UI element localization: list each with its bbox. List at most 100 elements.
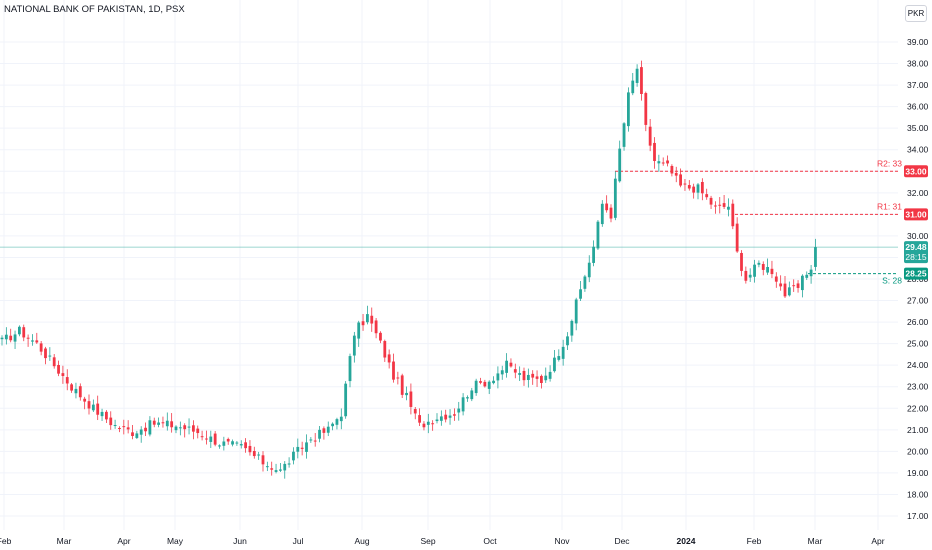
candle <box>13 330 17 350</box>
candle-body <box>814 247 817 267</box>
candle-body <box>187 426 191 428</box>
candle-body <box>235 442 239 444</box>
candle-body <box>487 381 491 389</box>
candle-body <box>366 314 369 323</box>
candle-body <box>87 401 91 409</box>
x-tick-label: Apr <box>117 536 130 546</box>
candle-body <box>714 205 717 207</box>
candle-body <box>361 321 365 326</box>
candle <box>553 350 556 373</box>
candle-body <box>426 421 430 425</box>
candle <box>540 374 543 389</box>
level-price-tag-text: 31.00 <box>905 209 927 219</box>
candle-body <box>627 92 630 127</box>
candle <box>344 381 348 419</box>
candle <box>709 195 713 209</box>
candle-body <box>239 444 243 446</box>
x-axis[interactable]: Feb Mar Apr May Jun Jul Aug Sep Oct Nov Dec 2024 Feb… <box>0 536 885 546</box>
candle-body <box>579 289 582 299</box>
candle-body <box>13 334 17 342</box>
candle <box>492 376 495 385</box>
candle-body <box>135 433 139 438</box>
candle <box>635 64 639 87</box>
candle-body <box>218 445 221 447</box>
candle-body <box>183 425 187 430</box>
y-tick-label: 27.00 <box>907 296 929 306</box>
y-tick-label: 22.00 <box>907 403 929 413</box>
candle-body <box>444 414 448 420</box>
candle <box>661 157 665 166</box>
candle <box>435 413 439 424</box>
candle-body <box>761 264 765 270</box>
candle <box>809 265 813 284</box>
candle <box>657 154 661 172</box>
candle-body <box>535 376 539 379</box>
candle-body <box>192 425 195 432</box>
candle-body <box>213 433 217 445</box>
x-tick-label: 2024 <box>677 536 696 546</box>
candle-body <box>513 369 517 373</box>
candle-body <box>157 422 160 425</box>
candle <box>126 420 130 434</box>
candle <box>766 258 769 275</box>
candle <box>139 426 143 443</box>
candle <box>753 259 756 283</box>
candle-body <box>148 420 152 435</box>
candle <box>453 408 456 421</box>
y-tick-label: 20.00 <box>907 446 929 456</box>
candle-body <box>35 340 39 343</box>
x-tick-label: Oct <box>483 536 497 546</box>
candle-body <box>9 335 13 341</box>
candle <box>374 318 378 339</box>
candle-body <box>283 463 287 471</box>
candle <box>439 410 443 426</box>
candle <box>718 197 722 214</box>
candle-body <box>700 181 704 194</box>
candle-body <box>653 142 656 162</box>
candle-body <box>18 326 21 335</box>
candle <box>209 430 213 448</box>
candle-body <box>640 67 643 94</box>
candle <box>496 366 500 389</box>
candle <box>205 430 208 445</box>
candle-body <box>200 436 204 438</box>
candle <box>252 446 256 459</box>
candle-body <box>600 203 604 225</box>
candle <box>192 420 195 440</box>
candle <box>770 260 774 279</box>
candle <box>279 463 282 472</box>
candle-body <box>170 421 174 428</box>
y-tick-label: 26.00 <box>907 317 929 327</box>
y-tick-label: 17.00 <box>907 511 929 521</box>
candle <box>627 87 630 132</box>
y-tick-label: 19.00 <box>907 468 929 478</box>
candle <box>35 332 39 344</box>
currency-button[interactable]: PKR <box>905 5 927 22</box>
candle-body <box>718 204 722 206</box>
candle <box>396 371 400 385</box>
candle <box>70 383 73 393</box>
candle-body <box>727 206 730 210</box>
candle-body <box>326 426 330 433</box>
candle <box>161 416 165 428</box>
y-tick-label: 32.00 <box>907 188 929 198</box>
candle-body <box>387 354 391 363</box>
level-lines: R2: 33 R1: 31 S: 28 <box>0 158 902 286</box>
candle-body <box>566 336 569 346</box>
candle-body <box>379 332 382 341</box>
candle-body <box>178 427 182 429</box>
candle-body <box>509 362 513 367</box>
candle-body <box>257 454 261 456</box>
candle <box>383 339 387 362</box>
candle <box>22 324 26 342</box>
candle <box>113 419 117 429</box>
candle-body <box>531 373 535 378</box>
candle <box>535 370 539 387</box>
candle <box>183 423 187 438</box>
candle-body <box>583 276 587 289</box>
candle <box>196 425 200 439</box>
x-tick-label: Apr <box>871 536 884 546</box>
candle-body <box>335 419 339 425</box>
candle <box>18 325 21 337</box>
